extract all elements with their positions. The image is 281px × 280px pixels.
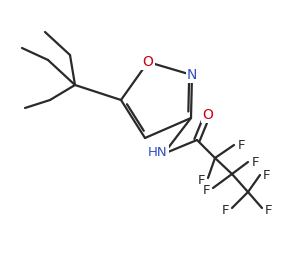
Text: F: F — [221, 204, 229, 218]
Text: HN: HN — [148, 146, 168, 158]
Text: F: F — [237, 139, 245, 151]
Text: N: N — [187, 68, 197, 82]
Text: F: F — [202, 183, 210, 197]
Text: F: F — [197, 174, 205, 186]
Text: F: F — [263, 169, 271, 181]
Text: F: F — [251, 155, 259, 169]
Text: O: O — [142, 55, 153, 69]
Text: O: O — [203, 108, 214, 122]
Text: F: F — [265, 204, 273, 218]
